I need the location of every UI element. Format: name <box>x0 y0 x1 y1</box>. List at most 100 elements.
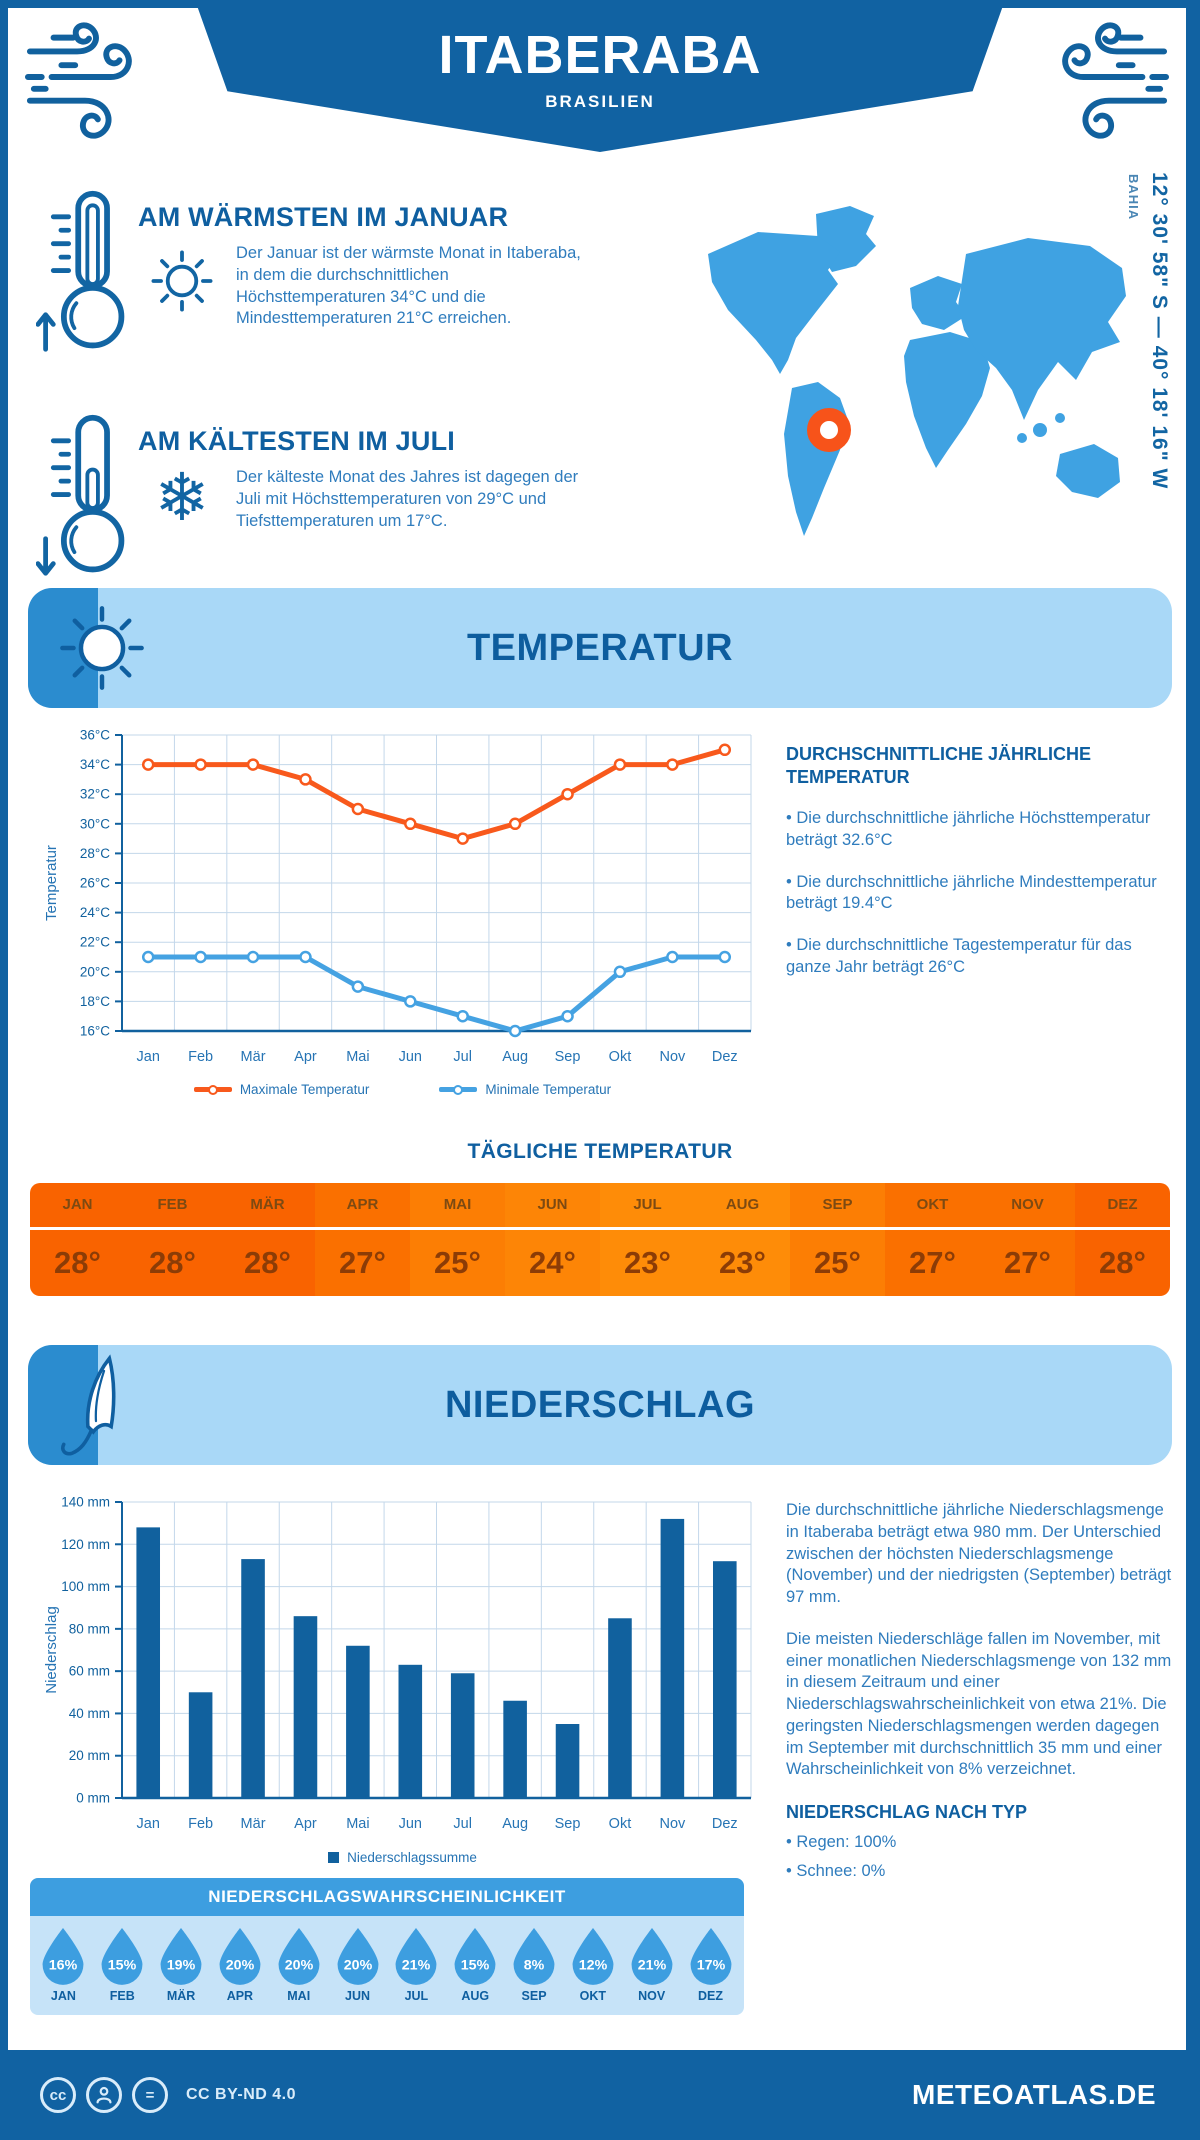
daily-month-MÄR: MÄR <box>220 1183 315 1227</box>
svg-text:Aug: Aug <box>502 1049 528 1065</box>
svg-text:Feb: Feb <box>188 1049 213 1065</box>
license-label: CC BY-ND 4.0 <box>186 2086 297 2103</box>
warmest-month-block: AM WÄRMSTEN IM JANUAR Der Januar ist der… <box>36 188 596 356</box>
svg-text:Jul: Jul <box>453 1816 472 1832</box>
svg-text:Okt: Okt <box>609 1049 632 1065</box>
probability-month-label: FEB <box>109 1989 135 2003</box>
svg-text:80 mm: 80 mm <box>69 1621 110 1636</box>
daily-month-DEZ: DEZ <box>1075 1183 1170 1227</box>
droplet-icon: 15% <box>101 1927 143 1985</box>
svg-text:Okt: Okt <box>609 1816 632 1832</box>
precipitation-bar-chart: 0 mm 20 mm 40 mm 60 mm 80 mm 100 mm 120 mm 140 … <box>43 1495 752 1832</box>
svg-text:Nov: Nov <box>659 1049 686 1065</box>
bar-swatch <box>328 1852 340 1863</box>
precipitation-paragraph-1: Die meisten Niederschläge fallen im Nove… <box>786 1629 1172 1779</box>
page-border-right <box>1186 0 1200 2140</box>
license-icons: cc = CC BY-ND 4.0 <box>40 2077 296 2113</box>
coldest-month-block: AM KÄLTESTEN IM JULI ❄ Der kälteste Mona… <box>36 412 596 580</box>
temperature-line-chart: 16°C 18°C 20°C 22°C 24°C 26°C 28°C 30°C 32°C 34°C… <box>43 728 752 1065</box>
svg-text:100 mm: 100 mm <box>61 1579 110 1594</box>
snowflake-icon: ❄ <box>154 459 210 536</box>
svg-text:32°C: 32°C <box>80 787 110 802</box>
daily-temp-JUN: 24° <box>505 1230 600 1296</box>
svg-text:Jun: Jun <box>399 1049 422 1065</box>
svg-text:Dez: Dez <box>712 1049 738 1065</box>
thermometer-up-icon <box>36 190 125 352</box>
svg-text:15%: 15% <box>461 1958 490 1974</box>
svg-text:Mär: Mär <box>241 1049 266 1065</box>
daily-values-row: 28° 28° 28° 27° 25° 24° 23° 23° 25° 27° 27° 28° <box>30 1230 1170 1296</box>
precipitation-type-bullet-0: • Regen: 100% <box>786 1832 897 1851</box>
svg-text:21%: 21% <box>637 1958 666 1974</box>
svg-text:60 mm: 60 mm <box>69 1664 110 1679</box>
svg-text:40 mm: 40 mm <box>69 1706 110 1721</box>
probability-month-label: OKT <box>579 1989 607 2003</box>
legend-min-temperature: Minimale Temperatur <box>439 1082 611 1097</box>
max-line-swatch <box>193 1084 232 1095</box>
daily-temp-NOV: 27° <box>980 1230 1075 1296</box>
droplet-icon: 17% <box>690 1927 731 1985</box>
droplet-icon: 20% <box>278 1927 320 1985</box>
svg-text:Apr: Apr <box>294 1816 317 1832</box>
svg-text:Mai: Mai <box>346 1816 369 1832</box>
temperature-chart-legend: Maximale Temperatur Minimale Temperatur <box>40 1082 765 1097</box>
daily-temp-OKT: 27° <box>885 1230 980 1296</box>
daily-temp-AUG: 23° <box>695 1230 790 1296</box>
svg-text:22°C: 22°C <box>80 935 110 950</box>
precipitation-paragraph-0: Die durchschnittliche jährliche Niedersc… <box>786 1501 1172 1607</box>
daily-month-APR: APR <box>315 1183 410 1227</box>
site-name: METEOATLAS.DE <box>912 2079 1156 2110</box>
probability-month-label: JAN <box>50 1989 76 2003</box>
probability-month-label: APR <box>226 1989 254 2003</box>
svg-text:120 mm: 120 mm <box>61 1537 110 1552</box>
svg-text:Apr: Apr <box>294 1049 317 1065</box>
page-subtitle: BRASILIEN <box>545 92 655 111</box>
svg-text:30°C: 30°C <box>80 816 110 831</box>
svg-text:21%: 21% <box>402 1958 431 1974</box>
legend-sum-label: Niederschlagssumme <box>347 1850 477 1865</box>
svg-text:18°C: 18°C <box>80 994 110 1009</box>
cc-icon: cc <box>40 2077 76 2113</box>
daily-temp-JUL: 23° <box>600 1230 695 1296</box>
svg-text:Jan: Jan <box>137 1049 160 1065</box>
droplet-icon: 20% <box>219 1927 261 1985</box>
coordinates-label: 12° 30' 58" S — 40° 18' 16" W <box>1148 172 1171 490</box>
probability-OKT: 12% OKT <box>563 1926 622 2003</box>
svg-text:140 mm: 140 mm <box>61 1495 110 1510</box>
daily-temperature-table: JAN FEB MÄR APR MAI JUN JUL AUG SEP OKT NOV DEZ 28°… <box>30 1183 1170 1296</box>
svg-text:Niederschlag: Niederschlag <box>43 1606 60 1694</box>
daily-month-OKT: OKT <box>885 1183 980 1227</box>
svg-text:Aug: Aug <box>502 1816 528 1832</box>
temperature-summary: DURCHSCHNITTLICHE JÄHRLICHE TEMPERATUR •… <box>786 743 1174 979</box>
precipitation-paragraphs: Die durchschnittliche jährliche Niedersc… <box>786 1500 1174 1781</box>
coldest-month-text: Der kälteste Monat des Jahres ist dagege… <box>236 468 579 530</box>
daily-month-JUN: JUN <box>505 1183 600 1227</box>
precipitation-banner: NIEDERSCHLAG <box>28 1345 1172 1465</box>
daily-temp-MÄR: 28° <box>220 1230 315 1296</box>
svg-text:Nov: Nov <box>659 1816 686 1832</box>
svg-text:Mai: Mai <box>346 1049 369 1065</box>
daily-table-separator <box>30 1227 1170 1230</box>
probability-JAN: 16% JAN <box>34 1926 93 2003</box>
svg-text:16°C: 16°C <box>80 1024 110 1039</box>
daily-month-SEP: SEP <box>790 1183 885 1227</box>
svg-text:19%: 19% <box>167 1958 196 1974</box>
page-border-left <box>0 0 8 2140</box>
probability-droplets: 16% JAN 15% FEB 19% MÄR 20% APR 20% MAI 20% JUN 21% J… <box>34 1926 740 2003</box>
daily-month-MAI: MAI <box>410 1183 505 1227</box>
temperature-summary-title: DURCHSCHNITTLICHE JÄHRLICHE TEMPERATUR <box>786 744 1091 787</box>
coldest-month-title: AM KÄLTESTEN IM JULI <box>138 426 455 456</box>
probability-JUL: 21% JUL <box>387 1926 446 2003</box>
legend-precipitation-sum: Niederschlagssumme <box>328 1850 477 1865</box>
svg-text:20%: 20% <box>226 1958 255 1974</box>
svg-text:Sep: Sep <box>555 1049 581 1065</box>
daily-temp-FEB: 28° <box>125 1230 220 1296</box>
probability-month-label: MÄR <box>166 1989 196 2003</box>
wind-icon <box>24 22 132 139</box>
no-derivatives-icon: = <box>132 2077 168 2113</box>
probability-month-label: MAI <box>287 1989 311 2003</box>
legend-min-label: Minimale Temperatur <box>485 1082 612 1097</box>
precipitation-section-title: NIEDERSCHLAG <box>444 1383 756 1426</box>
temperature-bullet-2: • Die durchschnittliche Tagestemperatur … <box>786 936 1132 976</box>
